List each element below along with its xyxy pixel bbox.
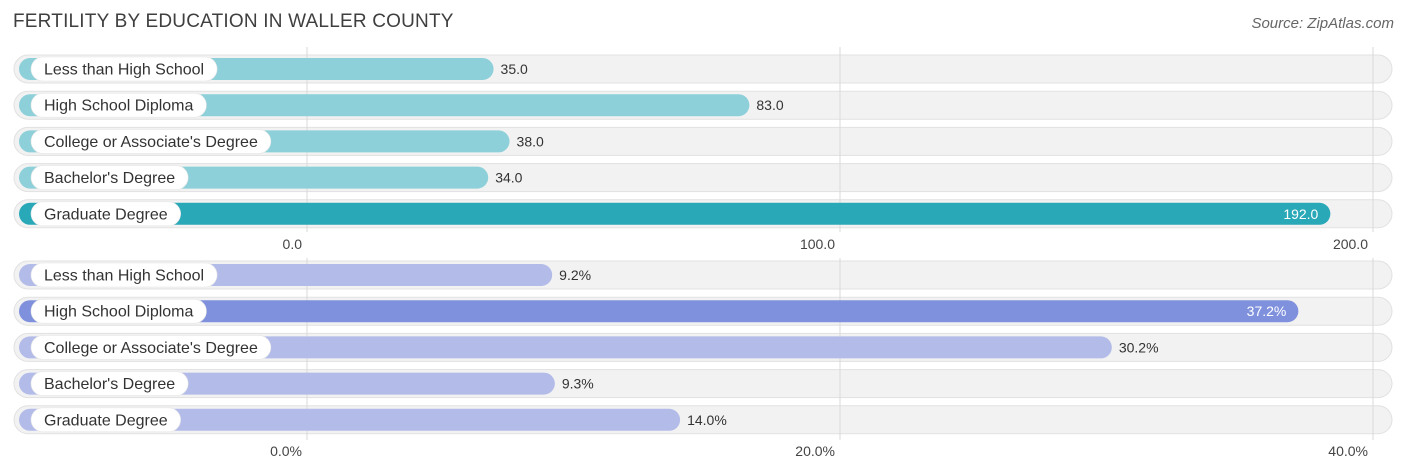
source-credit: Source: ZipAtlas.com	[1251, 15, 1394, 32]
value-label: 30.2%	[1119, 339, 1159, 355]
category-label: Less than High School	[44, 62, 204, 79]
category-label: High School Diploma	[44, 98, 194, 115]
x-tick-label: 100.0	[800, 236, 835, 252]
chart-panel-2: Less than High School 9.2% High School Dip…	[13, 258, 1393, 459]
x-tick-label: 20.0%	[795, 443, 835, 459]
value-label: 9.3%	[562, 376, 594, 392]
value-label: 9.2%	[559, 267, 591, 283]
category-label-pill	[30, 165, 189, 190]
x-tick-label: 0.0	[283, 236, 303, 252]
category-label-pill	[30, 129, 272, 154]
value-label: 37.2%	[1247, 303, 1287, 319]
chart-panel-1: Less than High School 35.0 High School Dip…	[13, 47, 1393, 252]
category-label-pill	[30, 262, 218, 288]
value-label: 35.0	[501, 61, 528, 77]
category-label: College or Associate's Degree	[44, 340, 258, 357]
category-label: Graduate Degree	[44, 412, 168, 429]
value-label: 83.0	[756, 97, 783, 113]
category-label: Bachelor's Degree	[44, 170, 175, 187]
category-label-pill	[30, 298, 207, 324]
value-label: 192.0	[1283, 206, 1318, 222]
category-label-pill	[30, 335, 272, 360]
x-tick-label: 200.0	[1333, 236, 1368, 252]
category-label-pill	[30, 92, 207, 118]
category-label-pill	[30, 56, 218, 82]
bar	[19, 300, 1299, 323]
x-tick-label: 40.0%	[1328, 443, 1368, 459]
category-label: Bachelor's Degree	[44, 376, 175, 393]
category-label: Less than High School	[44, 268, 204, 285]
chart-title: FERTILITY BY EDUCATION IN WALLER COUNTY	[13, 11, 454, 32]
category-label-pill	[30, 201, 181, 227]
value-label: 14.0%	[687, 412, 727, 428]
category-label: High School Diploma	[44, 304, 194, 321]
x-tick-label: 0.0%	[270, 443, 302, 459]
bar	[19, 202, 1331, 225]
category-label-pill	[30, 371, 189, 396]
category-label: Graduate Degree	[44, 206, 168, 223]
category-label: College or Associate's Degree	[44, 134, 258, 151]
category-label-pill	[30, 407, 181, 433]
value-label: 38.0	[517, 133, 544, 149]
bar	[19, 408, 681, 431]
value-label: 34.0	[495, 170, 522, 186]
bar	[19, 336, 1112, 359]
